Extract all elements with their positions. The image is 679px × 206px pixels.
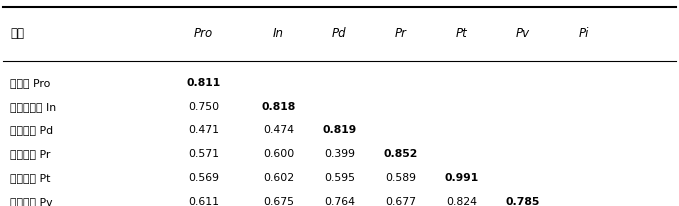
Text: Pr: Pr [394, 27, 407, 39]
Text: 0.589: 0.589 [385, 172, 416, 182]
Text: 0.600: 0.600 [263, 149, 294, 158]
Text: 促销激励 Pr: 促销激励 Pr [10, 149, 50, 158]
Text: 0.764: 0.764 [324, 196, 355, 206]
Text: 0.811: 0.811 [187, 77, 221, 87]
Text: 0.750: 0.750 [188, 101, 219, 111]
Text: Pd: Pd [332, 27, 347, 39]
Text: 0.399: 0.399 [324, 149, 355, 158]
Text: Pt: Pt [456, 27, 468, 39]
Text: 0.569: 0.569 [188, 172, 219, 182]
Text: 互动活跃度 In: 互动活跃度 In [10, 101, 56, 111]
Text: 产品展示 Pd: 产品展示 Pd [10, 125, 54, 135]
Text: 0.611: 0.611 [188, 196, 219, 206]
Text: 0.474: 0.474 [263, 125, 294, 135]
Text: 0.819: 0.819 [323, 125, 356, 135]
Text: 感知价値 Pv: 感知价値 Pv [10, 196, 53, 206]
Text: 0.571: 0.571 [188, 149, 219, 158]
Text: Pi: Pi [579, 27, 589, 39]
Text: 0.595: 0.595 [324, 172, 355, 182]
Text: 0.852: 0.852 [384, 149, 418, 158]
Text: 0.677: 0.677 [385, 196, 416, 206]
Text: 0.818: 0.818 [261, 101, 295, 111]
Text: 0.785: 0.785 [506, 196, 540, 206]
Text: Pv: Pv [516, 27, 530, 39]
Text: 0.602: 0.602 [263, 172, 294, 182]
Text: 0.471: 0.471 [188, 125, 219, 135]
Text: 0.675: 0.675 [263, 196, 294, 206]
Text: Pro: Pro [194, 27, 213, 39]
Text: 专业性 Pro: 专业性 Pro [10, 77, 50, 87]
Text: 0.824: 0.824 [446, 196, 477, 206]
Text: In: In [273, 27, 284, 39]
Text: 变量: 变量 [10, 27, 24, 39]
Text: 0.991: 0.991 [445, 172, 479, 182]
Text: 感知信任 Pt: 感知信任 Pt [10, 172, 50, 182]
